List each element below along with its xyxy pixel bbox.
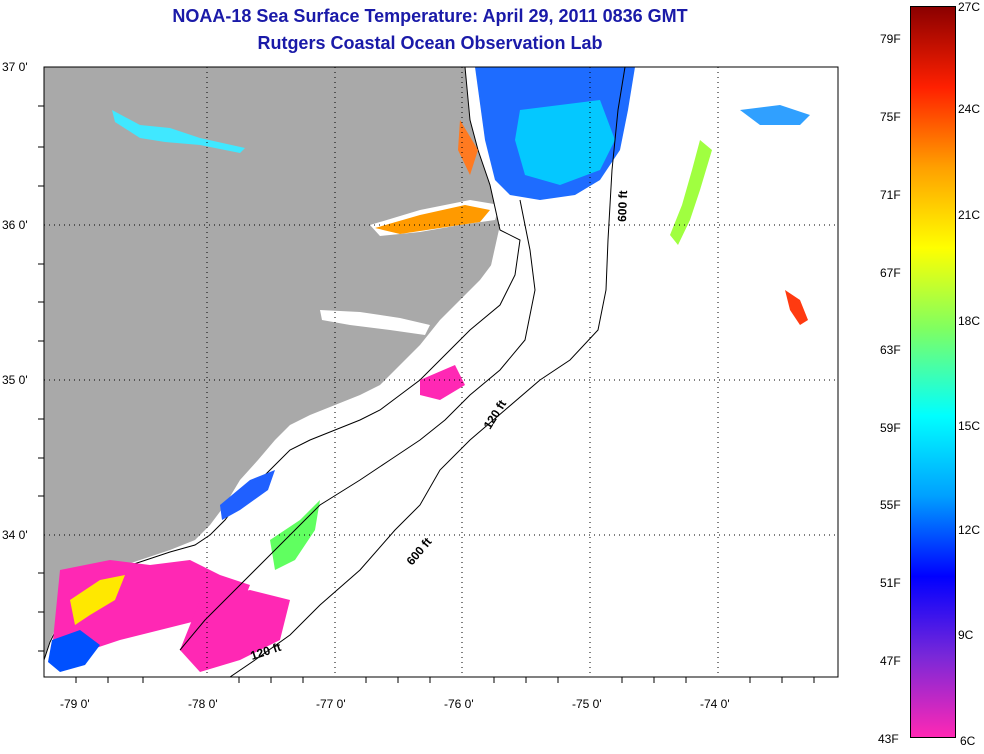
lon-label-78: -78 0' [188,697,218,711]
cb-c-12: 12C [958,523,981,537]
temperature-colorbar [910,6,956,738]
axis-ticks [38,105,815,683]
cb-c-9: 9C [958,628,974,642]
cb-f-79: 79F [880,32,901,46]
sst-patch-coastal-blue [220,470,275,520]
contour-600ft [229,67,626,677]
cb-c-27: 27C [958,0,981,14]
lat-label-34: 34 0' [2,528,28,542]
sst-patch-south-pink-2 [180,590,290,672]
sst-patch-south-blue [48,630,100,672]
sst-patch-offshore-stripe [670,140,712,245]
lat-label-35: 35 0' [2,373,28,387]
lon-label-79: -79 0' [60,697,90,711]
sst-patch-north-cyan [515,100,615,185]
cb-c-6: 6C [960,734,976,748]
lon-label-74: -74 0' [700,697,730,711]
lat-label-36: 36 0' [2,218,28,232]
land-mass [44,67,500,660]
cb-f-47: 47F [880,654,901,668]
cb-f-67: 67F [880,266,901,280]
contour-120ft [179,199,536,651]
sst-patch-inland-lake [112,110,245,153]
cb-f-75: 75F [880,110,901,124]
cb-f-43: 43F [878,732,899,746]
lat-label-37: 37 0' [2,60,28,74]
map-title: NOAA-18 Sea Surface Temperature: April 2… [172,6,688,26]
cb-f-55: 55F [880,498,901,512]
cb-f-71: 71F [880,188,901,202]
lon-label-77: -77 0' [316,697,346,711]
sst-patch-sound-warm [458,120,478,175]
contour-label-600-north: 600 ft [615,190,630,222]
lon-label-76: -76 0' [444,697,474,711]
cb-c-18: 18C [958,314,981,328]
cb-f-63: 63F [880,343,901,357]
map-subtitle: Rutgers Coastal Ocean Observation Lab [257,33,603,53]
sst-patch-ne-blue [740,105,810,125]
cb-c-21: 21C [958,208,981,222]
sst-patch-river-warm [375,205,490,234]
cb-f-59: 59F [880,421,901,435]
sst-patch-south-yellow [70,575,125,625]
cb-f-51: 51F [880,576,901,590]
sst-patch-offshore-warm [785,290,808,325]
graticule [44,67,838,677]
pamlico-sound [365,225,520,410]
cb-c-24: 24C [958,102,981,116]
map-frame [43,66,839,678]
cb-c-15: 15C [958,419,981,433]
pamlico-river [320,310,430,335]
lon-label-75: -75 0' [572,697,602,711]
sst-patch-mid-pink [420,365,465,400]
